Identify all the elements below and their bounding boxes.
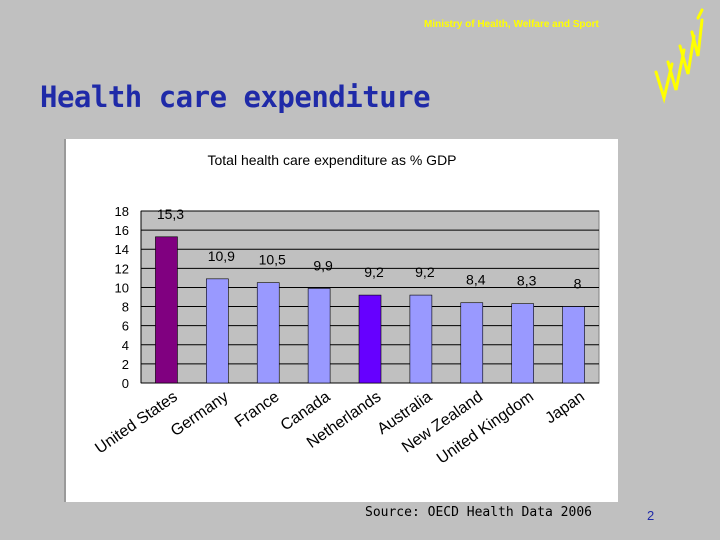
y-tick-label: 18	[115, 204, 129, 219]
slide-title: Health care expenditure	[40, 80, 431, 114]
y-tick-label: 10	[115, 280, 129, 295]
category-label: Germany	[168, 388, 232, 440]
bar	[307, 288, 331, 384]
y-tick-label: 8	[122, 300, 129, 315]
bar	[409, 294, 433, 384]
y-tick-label: 16	[115, 223, 129, 238]
bar	[256, 282, 280, 384]
data-label: 10,5	[259, 252, 286, 268]
y-tick-label: 4	[122, 338, 129, 353]
y-tick-label: 12	[115, 261, 129, 276]
category-label: Japan	[542, 388, 587, 427]
bar-chart: Total health care expenditure as % GDP 0…	[92, 152, 600, 468]
data-label: 9,2	[415, 264, 435, 280]
bar	[358, 294, 382, 384]
bar	[206, 278, 229, 384]
source-note: Source: OECD Health Data 2006	[365, 505, 592, 520]
bar	[511, 303, 534, 384]
bar	[562, 306, 585, 384]
category-label: United States	[92, 388, 180, 457]
chart-title: Total health care expenditure as % GDP	[207, 152, 456, 168]
y-tick-label: 6	[122, 319, 129, 334]
category-label: United Kingdom	[434, 388, 537, 467]
data-label: 8,3	[517, 273, 537, 289]
bar	[460, 302, 484, 384]
category-label: France	[232, 388, 283, 431]
data-label: 8,4	[466, 272, 486, 288]
y-tick-label: 0	[122, 376, 129, 391]
data-label: 10,9	[208, 248, 235, 264]
ministry-name: Ministry of Health, Welfare and Sport	[424, 19, 599, 30]
y-tick-label: 2	[122, 357, 129, 372]
bar	[155, 236, 178, 384]
data-label: 9,9	[313, 257, 333, 273]
data-label: 8	[574, 276, 582, 292]
data-label: 15,3	[157, 206, 184, 222]
y-tick-label: 14	[115, 242, 129, 257]
data-label: 9,2	[364, 264, 384, 280]
page-number: 2	[647, 508, 655, 523]
chart-container: Total health care expenditure as % GDP 0…	[64, 139, 618, 502]
ministry-logo-icon	[654, 8, 704, 104]
